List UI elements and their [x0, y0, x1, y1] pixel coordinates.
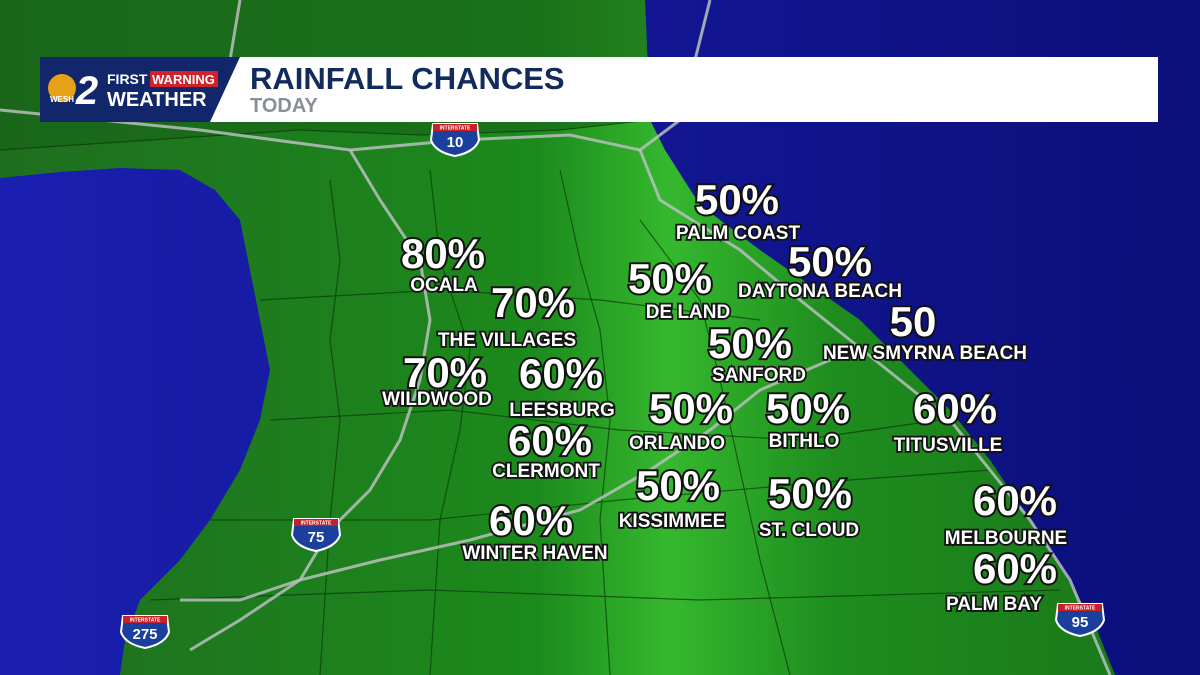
rain-chance: 50%: [636, 462, 720, 509]
city-name: PALM COAST: [676, 223, 801, 244]
shield-top: [294, 519, 338, 526]
shield-label: INTERSTATE: [440, 126, 471, 132]
shield: [429, 123, 481, 158]
header-subtitle: TODAY: [250, 95, 318, 117]
city-name: DE LAND: [646, 302, 730, 323]
interstate-shields: INTERSTATE 10 INTERSTATE 75 INTERSTATE 275 INT…: [119, 123, 1106, 650]
shield-label: INTERSTATE: [130, 618, 161, 624]
rain-chance: 50%: [768, 470, 852, 517]
shield-route: 10: [447, 134, 464, 151]
logo-warning-bg: [150, 71, 218, 87]
rain-chance: 60%: [913, 385, 997, 432]
city-name: WINTER HAVEN: [462, 543, 607, 564]
shield-top: [1058, 604, 1102, 611]
rain-chance: 60%: [973, 477, 1057, 524]
city-name: THE VILLAGES: [438, 330, 576, 351]
county-lines: [0, 119, 1061, 675]
rain-chance: 60%: [973, 545, 1057, 592]
rain-chance: 50%: [628, 255, 712, 302]
shield-route: 275: [132, 626, 157, 643]
city-name: CLERMONT: [492, 461, 600, 482]
city-name: MELBOURNE: [945, 528, 1067, 549]
rain-chance: 60%: [508, 417, 592, 464]
city-name: WILDWOOD: [382, 389, 492, 410]
city-name: NEW SMYRNA BEACH: [823, 343, 1027, 364]
logo-number: 2: [75, 69, 98, 113]
city-name: DAYTONA BEACH: [738, 281, 902, 302]
shield-label: INTERSTATE: [1065, 606, 1096, 612]
city-name: KISSIMMEE: [619, 511, 726, 532]
city-name: ST. CLOUD: [759, 520, 859, 541]
rain-chance: 60%: [489, 497, 573, 544]
shield: [119, 615, 171, 650]
logo-weather: WEATHER: [107, 89, 207, 111]
rain-chance: 80%: [401, 230, 485, 277]
city-name: TITUSVILLE: [894, 435, 1003, 456]
logo-peacock: [48, 74, 76, 102]
shield-top: [123, 616, 167, 623]
shield-label: INTERSTATE: [301, 521, 332, 527]
header-title: RAINFALL CHANCES: [250, 61, 565, 96]
land: [0, 0, 1115, 675]
shield-top: [433, 124, 477, 131]
shield: [1054, 603, 1106, 638]
rain-chance: 50%: [766, 385, 850, 432]
logo-first: FIRST: [107, 71, 148, 87]
city-name: BITHLO: [769, 431, 840, 452]
city-name: LEESBURG: [509, 400, 615, 421]
rain-chance: 50%: [695, 176, 779, 223]
rain-chance: 50%: [649, 385, 733, 432]
rain-chance: 70%: [403, 349, 487, 396]
logo-station: WESH: [50, 95, 74, 104]
rain-chance: 60%: [519, 350, 603, 397]
rain-chance: 50%: [708, 320, 792, 367]
city-name: ORLANDO: [629, 433, 725, 454]
city-name: OCALA: [410, 275, 478, 296]
city-name: PALM BAY: [946, 594, 1042, 615]
shield: [290, 518, 342, 553]
rain-chance: 50: [890, 298, 937, 345]
rain-chance: 70%: [491, 279, 575, 326]
city-name: SANFORD: [712, 365, 806, 386]
shield-route: 75: [308, 529, 325, 546]
logo-warning: WARNING: [152, 72, 215, 87]
shield-route: 95: [1072, 614, 1089, 631]
rain-chance: 50%: [788, 238, 872, 285]
